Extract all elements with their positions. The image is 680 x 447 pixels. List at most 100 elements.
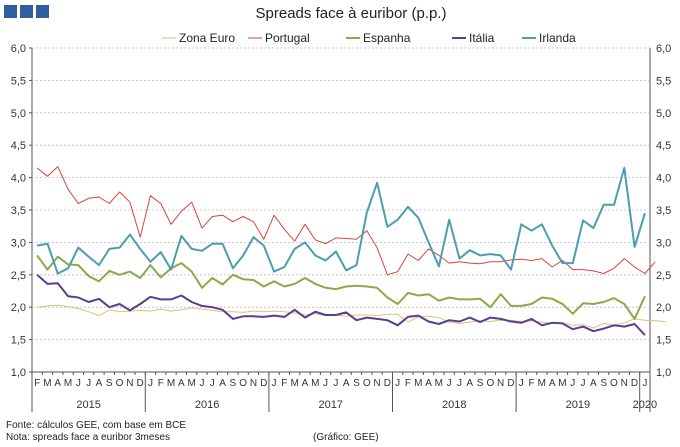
x-tick-month: A	[549, 378, 556, 389]
x-tick-month: J	[323, 378, 328, 389]
y-tick-label-right: 4,0	[656, 173, 671, 185]
y-tick-label-right: 5,5	[656, 75, 671, 87]
x-tick-month: F	[528, 378, 534, 389]
y-tick-label-left: 2,0	[11, 302, 26, 314]
series-line-3	[36, 274, 646, 336]
x-tick-month: J	[199, 378, 204, 389]
x-tick-month: D	[384, 378, 391, 389]
x-tick-month: O	[116, 378, 124, 389]
x-tick-month: M	[290, 378, 298, 389]
x-tick-month: M	[435, 378, 443, 389]
x-tick-month: S	[106, 378, 113, 389]
x-tick-month: S	[600, 378, 607, 389]
x-tick-month: J	[447, 378, 452, 389]
y-tick-label-left: 6,0	[11, 43, 26, 55]
x-tick-month: D	[137, 378, 144, 389]
chart-title: Spreads face à euribor (p.p.)	[256, 5, 447, 22]
x-tick-month: F	[158, 378, 164, 389]
series-line-1	[36, 166, 656, 276]
x-year-label: 2015	[76, 399, 100, 411]
y-tick-label-left: 4,5	[11, 140, 26, 152]
legend-label-0: Zona Euro	[179, 31, 235, 45]
x-tick-month: J	[395, 378, 400, 389]
x-tick-month: A	[343, 378, 350, 389]
x-tick-month: S	[230, 378, 237, 389]
x-year-label: 2020	[633, 399, 657, 411]
x-tick-month: J	[86, 378, 91, 389]
y-tick-label-left: 2,5	[11, 270, 26, 282]
footnote: Nota: spreads face a euribor 3meses	[6, 432, 170, 443]
x-tick-month: N	[250, 378, 257, 389]
y-tick-label-left: 1,5	[11, 335, 26, 347]
x-tick-month: J	[570, 378, 575, 389]
x-tick-month: O	[363, 378, 371, 389]
y-tick-label-right: 5,0	[656, 108, 671, 120]
y-tick-label-right: 3,0	[656, 237, 671, 249]
y-tick-label-left: 4,0	[11, 173, 26, 185]
x-tick-month: N	[126, 378, 133, 389]
y-tick-label-right: 2,0	[656, 302, 671, 314]
logo-square	[4, 5, 17, 18]
logo-square	[36, 5, 49, 18]
x-tick-month: D	[507, 378, 514, 389]
x-tick-month: J	[519, 378, 524, 389]
y-tick-label-left: 5,0	[11, 108, 26, 120]
x-tick-month: M	[414, 378, 422, 389]
chart-credit: (Gráfico: GEE)	[313, 432, 379, 443]
y-tick-label-left: 3,0	[11, 237, 26, 249]
y-tick-label-left: 1,0	[11, 367, 26, 379]
x-year-label: 2019	[566, 399, 590, 411]
x-tick-month: F	[405, 378, 411, 389]
logo-square	[20, 5, 33, 18]
x-tick-month: S	[477, 378, 484, 389]
x-tick-month: N	[373, 378, 380, 389]
x-tick-month: F	[281, 378, 287, 389]
x-tick-month: J	[333, 378, 338, 389]
legend-label-4: Irlanda	[539, 31, 576, 45]
x-year-label: 2017	[318, 399, 342, 411]
y-tick-label-right: 1,5	[656, 335, 671, 347]
x-year-label: 2016	[195, 399, 219, 411]
legend-label-2: Espanha	[363, 31, 411, 45]
x-tick-month: A	[219, 378, 226, 389]
gee-logo	[4, 5, 49, 18]
series-line-2	[36, 254, 646, 320]
x-tick-month: A	[425, 378, 432, 389]
x-tick-month: D	[631, 378, 638, 389]
x-tick-month: N	[621, 378, 628, 389]
x-tick-month: M	[538, 378, 546, 389]
x-tick-month: J	[457, 378, 462, 389]
x-tick-month: A	[302, 378, 309, 389]
x-tick-month: M	[167, 378, 175, 389]
x-tick-month: O	[486, 378, 494, 389]
x-tick-month: J	[210, 378, 215, 389]
legend-label-1: Portugal	[265, 31, 310, 45]
y-tick-label-right: 3,5	[656, 205, 671, 217]
x-year-label: 2018	[442, 399, 466, 411]
x-tick-month: O	[610, 378, 618, 389]
x-tick-month: N	[497, 378, 504, 389]
x-tick-month: A	[590, 378, 597, 389]
y-tick-label-left: 3,5	[11, 205, 26, 217]
y-tick-label-right: 1,0	[656, 367, 671, 379]
series-line-4	[36, 166, 646, 275]
x-tick-month: A	[466, 378, 473, 389]
x-tick-month: O	[239, 378, 247, 389]
x-tick-month: J	[581, 378, 586, 389]
x-tick-month: J	[642, 378, 647, 389]
x-tick-month: S	[353, 378, 360, 389]
y-tick-label-right: 2,5	[656, 270, 671, 282]
x-tick-month: M	[187, 378, 195, 389]
x-tick-month: F	[34, 378, 40, 389]
y-tick-label-right: 4,5	[656, 140, 671, 152]
x-tick-month: D	[260, 378, 267, 389]
x-tick-month: M	[43, 378, 51, 389]
x-tick-month: J	[148, 378, 153, 389]
x-tick-month: M	[558, 378, 566, 389]
x-tick-month: J	[272, 378, 277, 389]
legend-label-3: Itália	[469, 31, 495, 45]
x-tick-month: M	[311, 378, 319, 389]
x-tick-month: A	[96, 378, 103, 389]
x-tick-month: A	[178, 378, 185, 389]
